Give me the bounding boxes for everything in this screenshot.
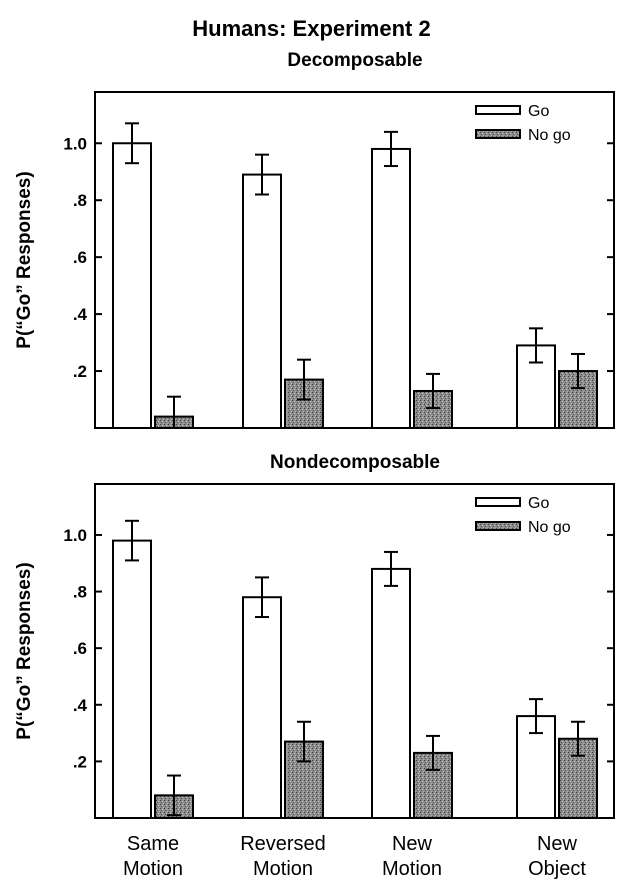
legend-label-nogo: No go <box>528 519 571 536</box>
legend-label-go: Go <box>528 103 549 120</box>
y-tick-label: .6 <box>73 639 87 658</box>
legend-swatch-go <box>475 105 521 115</box>
panel-title-nondecomposable: Nondecomposable <box>270 452 440 473</box>
bar-go-1 <box>112 539 152 819</box>
y-tick-label: .2 <box>73 752 87 771</box>
y-tick-label: .8 <box>73 583 87 602</box>
x-category-label: Motion <box>253 858 313 880</box>
legend-swatch-go <box>475 497 521 507</box>
x-category-label: Object <box>528 858 586 880</box>
figure-title: Humans: Experiment 2 <box>192 16 431 41</box>
y-tick-label: 1.0 <box>63 134 87 153</box>
legend-label-nogo: No go <box>528 127 571 144</box>
x-category-label: Same <box>127 833 179 855</box>
y-tick-label: .4 <box>73 696 88 715</box>
y-tick-label: 1.0 <box>63 526 87 545</box>
bar-go-3 <box>371 147 411 429</box>
bar-go-3 <box>371 567 411 820</box>
chart-panel-1: .2 .4 .6 .8 1.0 P(“Go” Responses) Go No go <box>14 91 615 430</box>
x-category-label: New <box>392 833 433 855</box>
y-tick-label: .8 <box>73 191 87 210</box>
legend-swatch-nogo <box>475 521 521 531</box>
bar-go-2 <box>242 173 282 429</box>
plot-frame <box>94 91 615 429</box>
bar-go-2 <box>242 596 282 819</box>
y-tick-label: .6 <box>73 248 87 267</box>
x-category-label: Motion <box>123 858 183 880</box>
y-tick-label: .2 <box>73 362 87 381</box>
y-axis-label: P(“Go” Responses) <box>14 562 35 739</box>
x-category-label: Reversed <box>240 833 326 855</box>
panel-title-decomposable: Decomposable <box>287 50 423 71</box>
y-tick-label: .4 <box>73 305 88 324</box>
legend-swatch-nogo <box>475 129 521 139</box>
x-category-label: New <box>537 833 578 855</box>
bar-go-1 <box>112 142 152 429</box>
x-category-label: Motion <box>382 858 442 880</box>
chart-panel-2: .2 .4 .6 .8 1.0 P(“Go” Responses) Go No go <box>14 483 615 820</box>
y-axis-label: P(“Go” Responses) <box>14 171 35 348</box>
plot-frame <box>94 483 615 819</box>
legend-label-go: Go <box>528 495 549 512</box>
